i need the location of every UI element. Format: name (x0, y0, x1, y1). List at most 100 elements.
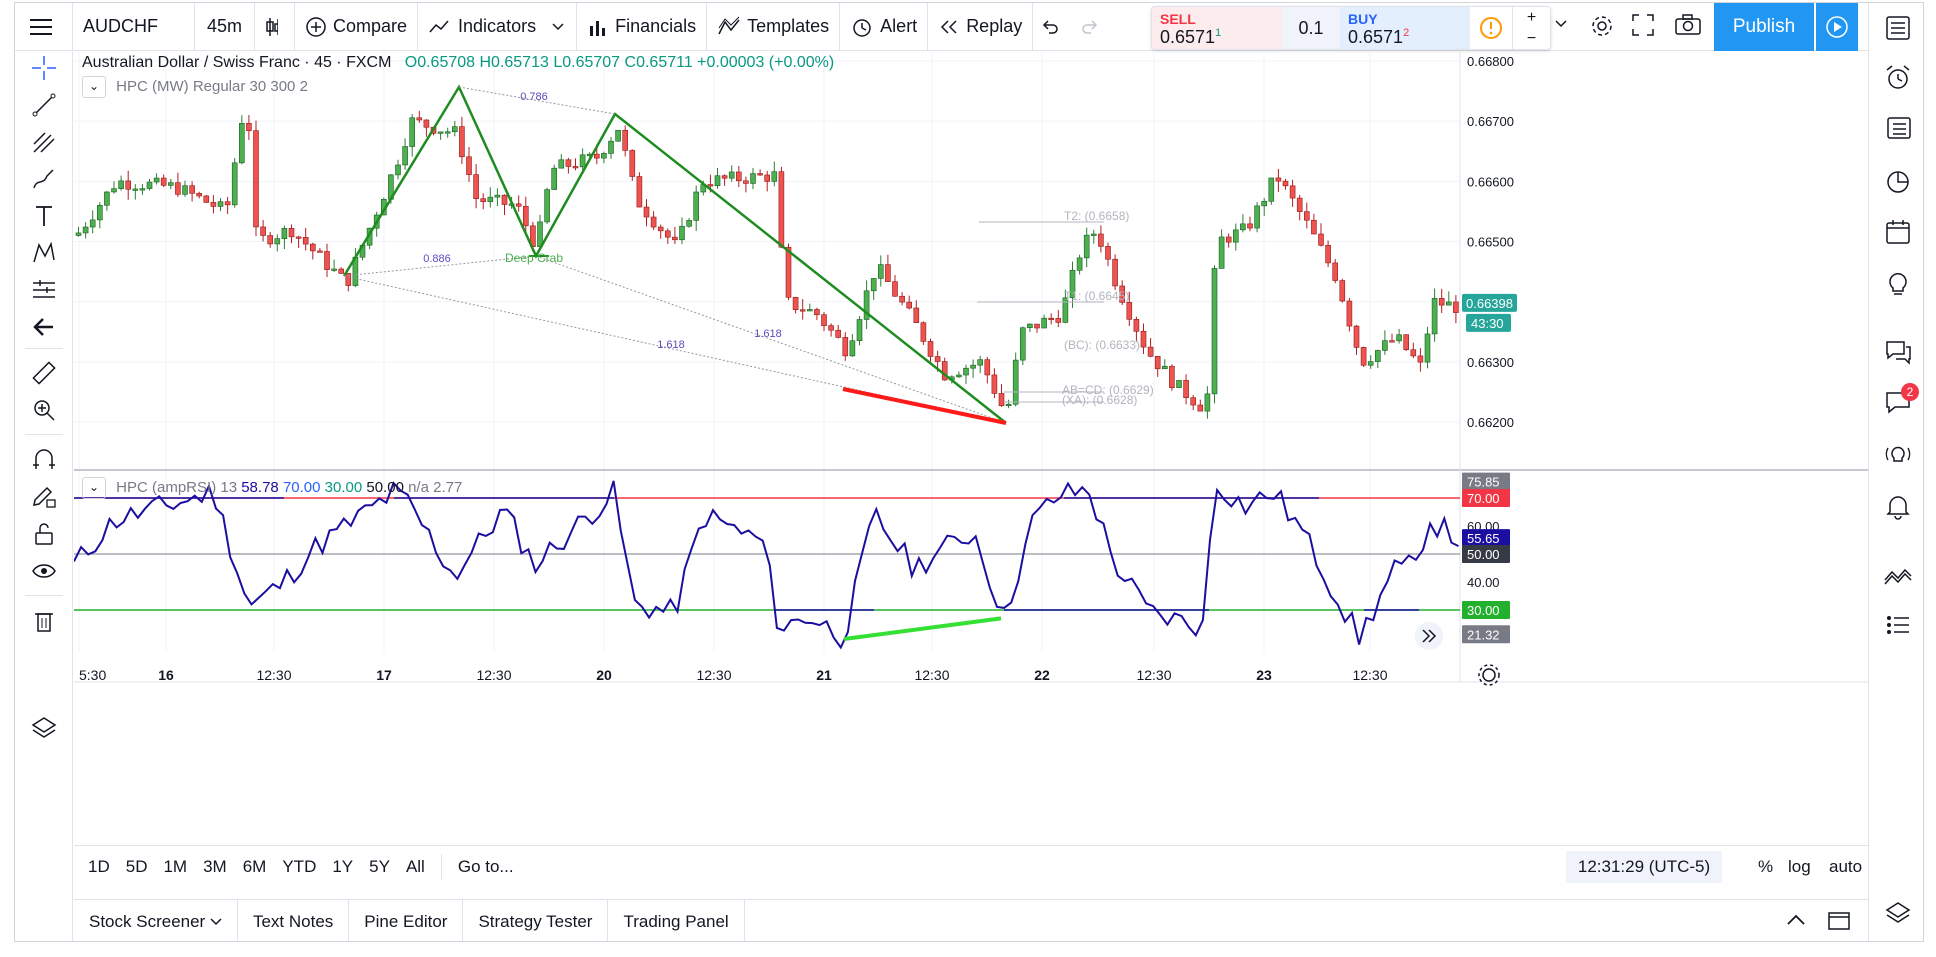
alerts-button[interactable] (1881, 61, 1915, 95)
tf-3m[interactable]: 3M (203, 856, 227, 876)
zoom-tool[interactable] (28, 394, 60, 426)
goto-button[interactable]: Go to... (457, 856, 514, 876)
symbol-title: Australian Dollar / Swiss Franc · 45 · F… (82, 54, 392, 71)
pattern-tool[interactable] (28, 237, 60, 269)
lock-all-tool[interactable] (28, 518, 60, 550)
redo-button[interactable] (1073, 3, 1113, 51)
tf-5d[interactable]: 5D (125, 856, 148, 876)
lock-drawing-tool[interactable] (28, 481, 60, 513)
back-button[interactable] (28, 311, 60, 343)
candle-body (1424, 333, 1431, 363)
alerts-bell-button[interactable] (1881, 489, 1915, 523)
candle-body (402, 146, 408, 166)
templates-button[interactable]: Templates (707, 3, 841, 51)
auto-scale-toggle[interactable]: auto (1829, 856, 1863, 876)
financials-button[interactable]: Financials (577, 3, 708, 51)
tf-5y[interactable]: 5Y (369, 856, 390, 876)
ratio-label-0786: 0.786 (520, 91, 548, 103)
tab-stock-screener[interactable]: Stock Screener (74, 899, 238, 941)
percent-scale-toggle[interactable]: % (1758, 856, 1774, 876)
interval-button[interactable]: 45m (195, 3, 255, 51)
publish-menu-button[interactable] (1816, 3, 1858, 51)
calendar-button[interactable] (1881, 215, 1915, 249)
tab-text-notes[interactable]: Text Notes (238, 899, 350, 941)
tf-1m[interactable]: 1M (163, 856, 188, 876)
candle-body (423, 119, 430, 128)
tf-ytd[interactable]: YTD (282, 856, 317, 876)
tab-trading-panel[interactable]: Trading Panel (608, 899, 745, 941)
trendline-tool[interactable] (28, 89, 60, 121)
fib-tool[interactable] (28, 126, 60, 158)
countdown-badge (1466, 313, 1511, 332)
tf-1d[interactable]: 1D (88, 856, 110, 876)
time-axis-label: 16 (158, 667, 174, 683)
object-tree-button[interactable] (28, 712, 60, 744)
crosshair-icon (32, 56, 56, 80)
trade-dropdown[interactable] (1555, 15, 1567, 33)
streams-button[interactable] (1881, 437, 1915, 471)
tf-1y[interactable]: 1Y (332, 856, 354, 876)
symbol-search-button[interactable]: AUDCHF (73, 3, 195, 51)
candle-body (253, 130, 259, 228)
qty-decrease-button[interactable]: − (1526, 29, 1537, 47)
watchlist-button[interactable] (1881, 11, 1915, 45)
hide-drawings-tool[interactable] (28, 555, 60, 587)
candle-body (1389, 340, 1395, 343)
magnet-tool[interactable] (28, 444, 60, 476)
undo-button[interactable] (1033, 3, 1073, 51)
indicators-button[interactable]: Indicators (418, 3, 546, 51)
trendline-icon (32, 93, 56, 117)
rsi-axis-70-badge (1462, 489, 1510, 507)
snapshot-button[interactable] (1675, 14, 1701, 41)
prediction-tool[interactable] (28, 274, 60, 306)
tf-6m[interactable]: 6M (242, 856, 267, 876)
candle-body (686, 220, 692, 227)
collapse-legend-button[interactable]: ⌄ (82, 76, 106, 98)
gear-icon (1592, 16, 1612, 36)
measure-tool[interactable] (28, 357, 60, 389)
buy-button[interactable]: BUY 0.65712 (1340, 7, 1470, 49)
crosshair-tool[interactable] (28, 52, 60, 84)
candle-body (1360, 347, 1367, 366)
remove-drawings-button[interactable] (28, 605, 60, 637)
tab-pine-editor[interactable]: Pine Editor (349, 899, 464, 941)
hotlists-button[interactable] (1881, 165, 1915, 199)
timezone-clock[interactable]: 12:31:29 (UTC-5) (1566, 851, 1722, 883)
maximize-panel-button[interactable] (1828, 912, 1850, 935)
candle-body (168, 182, 174, 186)
fullscreen-button[interactable] (1631, 13, 1655, 42)
candle-body (1154, 355, 1161, 370)
data-window-button[interactable] (1881, 111, 1915, 145)
chats-button[interactable] (1881, 335, 1915, 369)
ideas-button[interactable] (1881, 267, 1915, 301)
help-button[interactable] (1881, 897, 1915, 931)
replay-button[interactable]: Replay (928, 3, 1034, 51)
alert-button[interactable]: Alert (840, 3, 929, 51)
publish-button[interactable]: Publish (1714, 3, 1814, 51)
indicators-dropdown[interactable] (546, 3, 578, 51)
candle-body (1339, 280, 1346, 302)
chart-type-button[interactable] (255, 3, 295, 51)
buy-price: 0.65712 (1348, 27, 1410, 47)
trade-widget: SELL 0.65711 0.1 BUY 0.65712 + − (1151, 6, 1551, 50)
menu-button[interactable] (15, 3, 73, 51)
brush-tool[interactable] (28, 163, 60, 195)
dom-button[interactable] (1881, 607, 1915, 641)
tab-strategy-tester[interactable]: Strategy Tester (463, 899, 609, 941)
chart-area[interactable]: 0.786 0.886 1.618 1.618 Deep Crab T2: (0.6658… (74, 52, 1868, 845)
qty-increase-button[interactable]: + (1526, 8, 1537, 26)
candle-body (1090, 233, 1097, 236)
collapse-panel-button[interactable] (1786, 912, 1806, 932)
settings-button[interactable] (1589, 13, 1615, 44)
info-button[interactable] (1470, 7, 1512, 49)
collapse-rsi-legend-button[interactable]: ⌄ (82, 477, 106, 499)
text-tool[interactable] (28, 200, 60, 232)
candle-body (1318, 233, 1324, 246)
tf-all[interactable]: All (405, 856, 425, 876)
chart-canvas[interactable]: 0.786 0.886 1.618 1.618 Deep Crab T2: (0.6658… (74, 52, 1868, 845)
pine-screener-button[interactable] (1881, 559, 1915, 593)
log-scale-toggle[interactable]: log (1788, 856, 1811, 876)
compare-button[interactable]: Compare (295, 3, 419, 51)
sell-button[interactable]: SELL 0.65711 (1152, 7, 1282, 49)
candle-body (899, 295, 905, 303)
